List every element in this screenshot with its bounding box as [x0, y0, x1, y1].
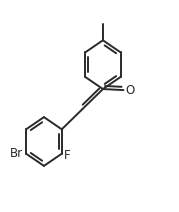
Text: O: O	[126, 84, 135, 97]
Text: F: F	[64, 149, 70, 162]
Text: Br: Br	[10, 147, 23, 160]
